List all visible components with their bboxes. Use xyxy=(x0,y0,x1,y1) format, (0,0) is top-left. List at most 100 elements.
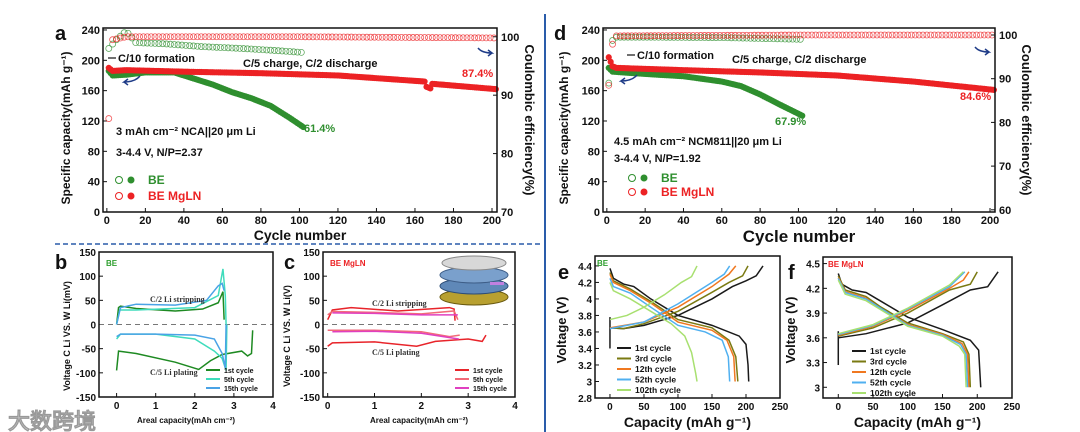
ce-point xyxy=(255,46,263,53)
panel-label: c xyxy=(284,252,295,274)
ce-point xyxy=(885,31,892,39)
ce-point xyxy=(151,33,159,41)
ce-point xyxy=(655,32,662,40)
legend-label: 52th cycle xyxy=(870,378,911,388)
legend-label: 15th cycle xyxy=(224,386,258,393)
ce-point xyxy=(267,46,274,54)
ce-point xyxy=(689,32,697,39)
ce-point xyxy=(685,32,693,39)
ce-point xyxy=(662,32,670,40)
series-5th-cycle xyxy=(115,268,228,371)
series-3rd-cycle xyxy=(837,271,978,388)
plot-frame xyxy=(602,27,996,213)
ce-point xyxy=(421,34,428,41)
ce-point xyxy=(313,33,321,41)
ce-point xyxy=(201,43,209,51)
y-tick-label: 4.2 xyxy=(806,284,820,295)
ce-point xyxy=(777,35,785,43)
curve xyxy=(609,273,736,382)
ce-point xyxy=(708,32,716,39)
watermark: 大数跨境 xyxy=(8,409,96,432)
legend-label: 3rd cycle xyxy=(870,357,907,367)
curve xyxy=(609,265,731,330)
y-tick-label: 160 xyxy=(582,86,600,98)
ce-point xyxy=(398,33,405,41)
panel-d xyxy=(602,27,997,213)
ce-point xyxy=(888,31,896,39)
ce-point xyxy=(865,31,873,39)
ce-point xyxy=(628,32,636,40)
ce-point xyxy=(693,32,701,39)
y-tick-label: 3.6 xyxy=(578,328,592,339)
curve xyxy=(115,291,225,325)
panel-label: a xyxy=(55,23,67,45)
y-tick-label: 0 xyxy=(94,207,100,219)
curve xyxy=(327,306,456,321)
ce-point xyxy=(781,35,789,43)
x-tick-label: 3 xyxy=(231,401,237,412)
retention-label: 67.9% xyxy=(775,116,806,128)
legend-label: 5th cycle xyxy=(224,377,254,384)
ce-point xyxy=(382,33,390,41)
y-tick-label: 120 xyxy=(582,116,600,128)
ce-point xyxy=(205,33,213,41)
ce-point xyxy=(425,34,432,41)
series-be-mgln xyxy=(605,31,997,93)
legend-label: 1st cycle xyxy=(224,368,254,375)
series-15th-cycle xyxy=(332,312,459,340)
ce-point xyxy=(658,33,666,41)
x-tick-label: 140 xyxy=(866,215,884,227)
x-tick-label: 80 xyxy=(754,215,766,227)
ce-point xyxy=(754,31,762,39)
ce-point xyxy=(294,48,301,56)
ce-point xyxy=(278,47,286,55)
ce-point xyxy=(174,41,182,49)
ce-point xyxy=(232,44,240,52)
ce-point xyxy=(869,31,877,39)
legend-label: 1st cycle xyxy=(473,368,503,375)
ce-point xyxy=(858,31,866,39)
ce-point xyxy=(475,34,482,42)
capacity-point xyxy=(799,112,806,119)
y-tick-label: -50 xyxy=(82,345,97,356)
ce-point xyxy=(712,34,720,41)
ce-point xyxy=(290,33,298,41)
curve xyxy=(837,278,969,388)
x-tick-label: 200 xyxy=(738,402,755,413)
legend-open-marker xyxy=(628,174,636,182)
ce-point xyxy=(136,33,143,41)
x-tick-label: 100 xyxy=(290,215,308,227)
curve xyxy=(327,310,459,320)
ce-point xyxy=(178,33,186,41)
panel-e xyxy=(594,255,781,399)
x-tick-label: 150 xyxy=(704,402,721,413)
ce-point xyxy=(961,31,969,39)
ce-point xyxy=(166,40,174,48)
ce-point xyxy=(773,31,781,39)
ce-point xyxy=(942,31,950,39)
curve xyxy=(116,324,228,371)
ce-point xyxy=(670,33,678,41)
y-axis-label: Voltage (V) xyxy=(554,297,569,364)
panel-tag: BE MgLN xyxy=(330,259,366,268)
curve xyxy=(115,330,254,371)
ce-point xyxy=(977,31,984,39)
ce-point xyxy=(124,33,132,41)
ce-point xyxy=(340,33,348,41)
ce-point xyxy=(170,41,178,48)
ce-point xyxy=(620,32,628,40)
annotation: C/2 Li stripping xyxy=(372,299,427,308)
ce-point xyxy=(105,115,113,122)
ce-point xyxy=(120,33,128,41)
curve xyxy=(838,271,999,339)
ce-point xyxy=(378,33,386,41)
ce-point xyxy=(452,34,459,42)
ce-point xyxy=(224,44,232,52)
ce-point xyxy=(674,32,682,39)
ce-point xyxy=(259,46,267,54)
x-tick-label: 250 xyxy=(772,402,789,413)
ce-point xyxy=(190,33,197,41)
ce-point xyxy=(432,34,440,41)
ce-point xyxy=(294,33,301,41)
